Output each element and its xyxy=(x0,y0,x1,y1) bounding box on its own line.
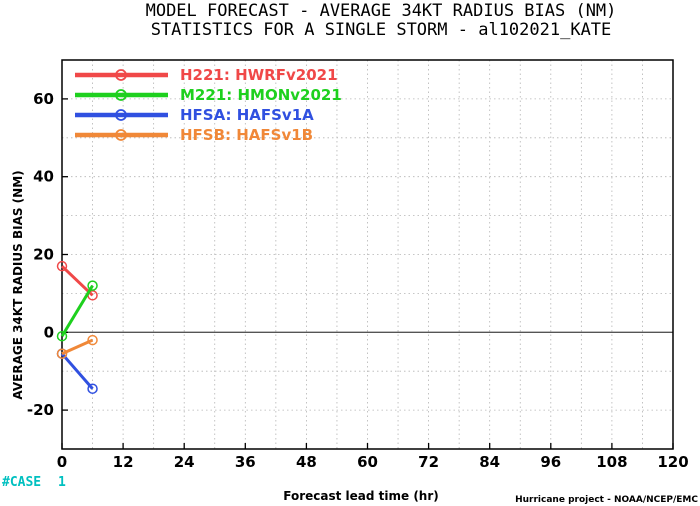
legend-label: HFSB: HAFSv1B xyxy=(180,126,313,144)
legend-marker xyxy=(115,129,127,141)
chart-subtitle: STATISTICS FOR A SINGLE STORM - al102021… xyxy=(151,20,612,40)
x-tick-label: 24 xyxy=(174,453,195,471)
legend-label: H221: HWRFv2021 xyxy=(180,66,338,84)
x-tick-label: 36 xyxy=(235,453,256,471)
case-label: #CASE xyxy=(2,475,41,490)
data-point xyxy=(56,348,68,359)
data-point xyxy=(56,330,68,342)
y-tick-label: 20 xyxy=(33,246,54,264)
grid xyxy=(62,60,673,449)
x-axis-ticks: 0 12 24 36 48 60 72 84 96 108 120 xyxy=(57,443,689,471)
credit-text: Hurricane project - NOAA/NCEP/EMC xyxy=(515,495,698,505)
case-count: 1 xyxy=(58,475,66,490)
chart-title: MODEL FORECAST - AVERAGE 34KT RADIUS BIA… xyxy=(146,1,617,21)
series-4 xyxy=(56,334,98,359)
x-tick-label: 96 xyxy=(540,453,561,471)
legend-item-4: HFSB: HAFSv1B xyxy=(75,126,313,144)
y-axis-ticks: -20 0 20 40 60 xyxy=(27,90,68,419)
y-tick-label: 60 xyxy=(33,90,54,108)
legend-marker xyxy=(115,109,127,121)
data-point xyxy=(87,383,98,394)
x-tick-label: 0 xyxy=(57,453,67,471)
data-point xyxy=(56,260,68,272)
x-tick-label: 108 xyxy=(596,453,627,471)
series-line xyxy=(61,338,94,356)
x-tick-label: 12 xyxy=(113,453,134,471)
legend-marker xyxy=(115,89,127,101)
legend-item-1: H221: HWRFv2021 xyxy=(75,66,338,84)
y-tick-label: 40 xyxy=(33,168,54,186)
legend-item-2: M221: HMONv2021 xyxy=(75,86,342,104)
legend: H221: HWRFv2021 M221: HMONv2021 HFSA: HAFS… xyxy=(75,66,342,144)
legend-label: M221: HMONv2021 xyxy=(180,86,342,104)
x-tick-label: 60 xyxy=(357,453,378,471)
y-axis-label: AVERAGE 34KT RADIUS BIAS (NM) xyxy=(11,170,25,399)
series-line xyxy=(60,265,94,297)
series xyxy=(56,260,98,394)
data-point xyxy=(87,334,98,346)
y-tick-label: 0 xyxy=(44,323,54,341)
series-line xyxy=(60,284,94,337)
x-axis-label: Forecast lead time (hr) xyxy=(283,489,439,503)
x-tick-label: 120 xyxy=(657,453,688,471)
x-tick-label: 72 xyxy=(418,453,439,471)
legend-item-3: HFSA: HAFSv1A xyxy=(75,106,314,124)
x-tick-label: 84 xyxy=(479,453,500,471)
y-tick-label: -20 xyxy=(27,401,54,419)
data-point xyxy=(87,280,98,291)
legend-marker xyxy=(115,69,127,81)
series-line xyxy=(60,352,94,390)
legend-label: HFSA: HAFSv1A xyxy=(180,106,314,124)
series-2 xyxy=(56,280,98,342)
x-tick-label: 48 xyxy=(296,453,317,471)
